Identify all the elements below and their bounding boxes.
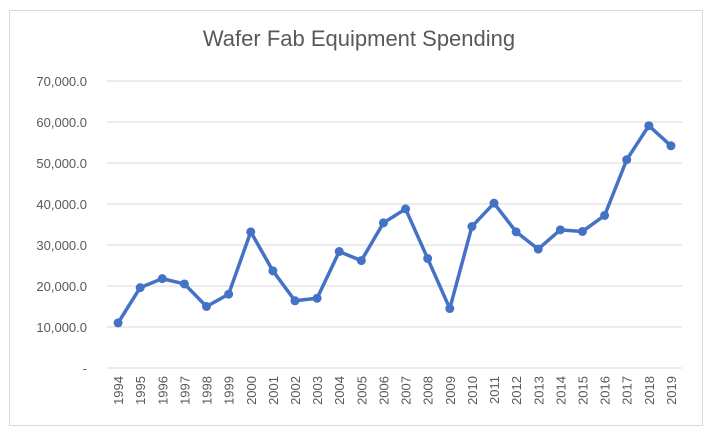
data-point-marker	[577, 226, 587, 236]
data-point-marker	[467, 222, 477, 232]
x-tick-label: 2011	[487, 376, 502, 404]
data-point-marker	[423, 254, 433, 264]
x-tick-label: 1995	[133, 376, 148, 405]
y-tick-label: 50,000.0	[36, 156, 87, 171]
y-tick-label: 30,000.0	[36, 238, 87, 253]
data-point-marker	[179, 279, 189, 289]
data-point-marker	[445, 304, 455, 314]
x-tick-label: 1997	[177, 376, 192, 405]
x-tick-label: 2013	[531, 376, 546, 405]
x-tick-label: 1998	[200, 376, 215, 405]
data-point-marker	[511, 227, 521, 237]
data-point-marker	[157, 274, 167, 284]
series-line	[116, 123, 673, 325]
y-tick-label: 10,000.0	[36, 320, 87, 335]
x-tick-label: 2015	[575, 376, 590, 405]
x-tick-label: 1999	[222, 376, 237, 405]
data-point-marker	[600, 210, 610, 220]
chart-frame	[9, 10, 703, 426]
data-point-marker	[135, 283, 145, 293]
data-point-marker	[489, 198, 499, 208]
data-point-marker	[533, 244, 543, 254]
data-point-marker	[378, 218, 388, 228]
data-point-marker	[334, 247, 344, 257]
data-point-marker	[555, 225, 565, 235]
y-tick-label: 70,000.0	[36, 74, 87, 89]
x-tick-label: 2012	[509, 376, 524, 405]
x-tick-label: 2006	[376, 376, 391, 405]
x-tick-label: 2001	[266, 376, 281, 405]
data-point-marker	[268, 266, 278, 276]
data-point-marker	[666, 141, 676, 151]
x-tick-label: 2003	[310, 376, 325, 405]
x-tick-label: 2002	[288, 376, 303, 405]
y-tick-label: 40,000.0	[36, 197, 87, 212]
x-tick-label: 2000	[244, 376, 259, 405]
x-tick-label: 2019	[664, 376, 679, 405]
x-tick-label: 2009	[443, 376, 458, 405]
x-tick-label: 2014	[553, 376, 568, 405]
x-tick-label: 1994	[111, 376, 126, 405]
x-tick-label: 2008	[421, 376, 436, 405]
data-point-marker	[224, 289, 234, 299]
data-point-marker	[312, 293, 322, 303]
data-point-marker	[401, 204, 411, 214]
data-point-marker	[202, 302, 212, 311]
chart-title: Wafer Fab Equipment Spending	[202, 26, 516, 51]
data-point-marker	[246, 227, 256, 237]
data-point-marker	[113, 318, 123, 328]
x-tick-label: 2007	[399, 376, 414, 405]
y-tick-label: 60,000.0	[36, 115, 87, 130]
data-point-marker	[622, 155, 632, 165]
data-point-marker	[290, 296, 300, 306]
y-tick-label: 20,000.0	[36, 279, 87, 294]
x-tick-label: 2017	[620, 376, 635, 405]
x-tick-label: 2004	[332, 376, 347, 405]
x-tick-label: 2010	[465, 376, 480, 405]
x-tick-label: 2018	[642, 376, 657, 405]
y-tick-label: -	[83, 361, 87, 376]
x-tick-label: 2005	[354, 376, 369, 405]
x-tick-label: 1996	[155, 376, 170, 405]
data-point-marker	[644, 121, 654, 131]
data-point-marker	[356, 256, 366, 266]
x-tick-label: 2016	[598, 376, 613, 405]
